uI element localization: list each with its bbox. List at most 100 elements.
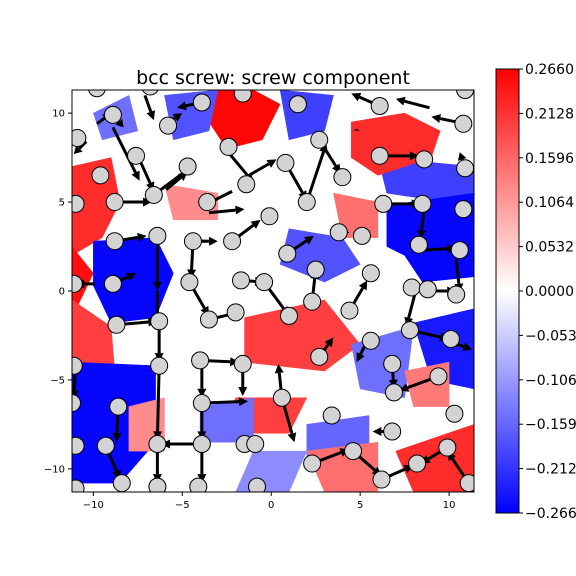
colorbar-tick-label: −0.2660 bbox=[525, 506, 576, 522]
atom-marker bbox=[288, 95, 307, 114]
atom-marker bbox=[91, 166, 110, 185]
atom-marker bbox=[233, 354, 252, 373]
atom-marker bbox=[310, 130, 329, 149]
y-tick-label: 10 bbox=[52, 109, 65, 120]
x-axis-ticks: −10 −5 0 5 10 bbox=[83, 492, 456, 511]
atom-marker bbox=[72, 394, 81, 413]
plot-area: −10 −5 0 5 10 −10 −5 0 5 10 bbox=[44, 89, 475, 511]
atom-marker bbox=[192, 93, 211, 112]
x-tick-label: −5 bbox=[175, 500, 190, 511]
atom-marker bbox=[223, 232, 242, 251]
atom-marker bbox=[303, 454, 322, 473]
atom-marker bbox=[370, 146, 389, 165]
atom-marker bbox=[180, 273, 199, 292]
y-tick-label: −5 bbox=[50, 375, 65, 386]
atom-marker bbox=[148, 226, 167, 245]
atom-marker bbox=[105, 232, 124, 251]
atom-marker bbox=[459, 474, 474, 492]
atom-marker bbox=[88, 90, 106, 98]
atom-markers bbox=[72, 90, 474, 492]
atom-marker bbox=[142, 90, 159, 96]
atom-marker bbox=[456, 159, 474, 178]
atom-marker bbox=[199, 310, 218, 329]
colorbar-tick-label: 0.2128 bbox=[525, 106, 574, 122]
atom-marker bbox=[183, 232, 202, 251]
atom-marker bbox=[333, 168, 352, 187]
atom-marker bbox=[303, 292, 322, 311]
atom-marker bbox=[72, 274, 83, 293]
atom-marker bbox=[445, 404, 464, 423]
atom-marker bbox=[178, 157, 197, 176]
atom-marker bbox=[384, 383, 403, 402]
atom-marker bbox=[310, 347, 329, 366]
atom-marker bbox=[198, 193, 217, 212]
atom-marker bbox=[408, 454, 427, 473]
displacement-arrow bbox=[208, 205, 245, 215]
atom-marker bbox=[159, 116, 178, 135]
atom-marker bbox=[237, 175, 256, 194]
colorbar-tick-label: −0.1596 bbox=[525, 417, 576, 433]
atom-marker bbox=[219, 137, 238, 156]
atom-marker bbox=[280, 306, 299, 325]
atom-marker bbox=[72, 129, 87, 148]
atom-marker bbox=[415, 150, 434, 169]
y-tick-label: 0 bbox=[59, 287, 65, 298]
atom-marker bbox=[454, 114, 473, 133]
displacement-arrow bbox=[143, 94, 156, 121]
atom-marker bbox=[278, 244, 297, 263]
atom-marker bbox=[374, 194, 393, 213]
atom-marker bbox=[247, 477, 266, 492]
atom-marker bbox=[112, 474, 131, 492]
atom-marker bbox=[150, 356, 169, 375]
x-tick-label: 0 bbox=[268, 500, 274, 511]
atom-marker bbox=[272, 388, 291, 407]
atom-marker bbox=[340, 301, 359, 320]
displacement-arrow bbox=[352, 129, 362, 131]
atom-marker bbox=[372, 470, 391, 489]
atom-marker bbox=[191, 351, 210, 370]
displacement-arrow bbox=[111, 126, 140, 181]
atom-marker bbox=[72, 194, 85, 213]
atom-marker bbox=[260, 207, 279, 226]
atom-marker bbox=[148, 434, 167, 453]
atom-marker bbox=[438, 438, 457, 457]
atom-marker bbox=[72, 436, 85, 455]
field-region bbox=[164, 184, 219, 221]
atom-marker bbox=[413, 194, 432, 213]
atom-marker bbox=[246, 434, 265, 453]
atom-marker bbox=[189, 477, 208, 492]
atom-marker bbox=[352, 226, 371, 245]
colorbar-tick-label: 0.1596 bbox=[525, 151, 574, 167]
atom-marker bbox=[429, 367, 448, 386]
x-tick-label: 10 bbox=[443, 500, 456, 511]
atom-marker bbox=[361, 331, 380, 350]
field-region bbox=[72, 361, 156, 484]
atom-marker bbox=[344, 442, 363, 461]
atom-marker bbox=[383, 354, 402, 373]
atom-marker bbox=[255, 273, 274, 292]
atom-marker bbox=[276, 153, 295, 172]
displacement-arrow bbox=[395, 96, 430, 110]
displacement-arrow bbox=[197, 365, 207, 398]
x-tick-label: −10 bbox=[83, 500, 104, 511]
y-axis-ticks: −10 −5 0 5 10 bbox=[44, 109, 72, 475]
colorbar-tick-label: −0.1064 bbox=[525, 373, 576, 389]
colorbar-gradient bbox=[495, 68, 520, 514]
atom-marker bbox=[233, 90, 252, 103]
atom-marker bbox=[329, 223, 348, 242]
atom-marker bbox=[370, 97, 389, 116]
atom-marker bbox=[72, 479, 85, 492]
atom-marker bbox=[107, 315, 126, 334]
atom-marker bbox=[105, 193, 124, 212]
atom-marker bbox=[192, 394, 211, 413]
colorbar: 0.2660 0.2128 0.1596 0.1064 0.0532 0.0000 −0.0… bbox=[495, 62, 576, 522]
atom-marker bbox=[109, 397, 128, 416]
colorbar-ticks: 0.2660 0.2128 0.1596 0.1064 0.0532 0.0000 −0.0… bbox=[519, 62, 576, 522]
atom-marker bbox=[103, 274, 122, 293]
atom-marker bbox=[127, 146, 146, 165]
atom-marker bbox=[297, 193, 316, 212]
atom-marker bbox=[231, 271, 250, 290]
atom-marker bbox=[148, 477, 167, 492]
atom-marker bbox=[322, 406, 341, 425]
